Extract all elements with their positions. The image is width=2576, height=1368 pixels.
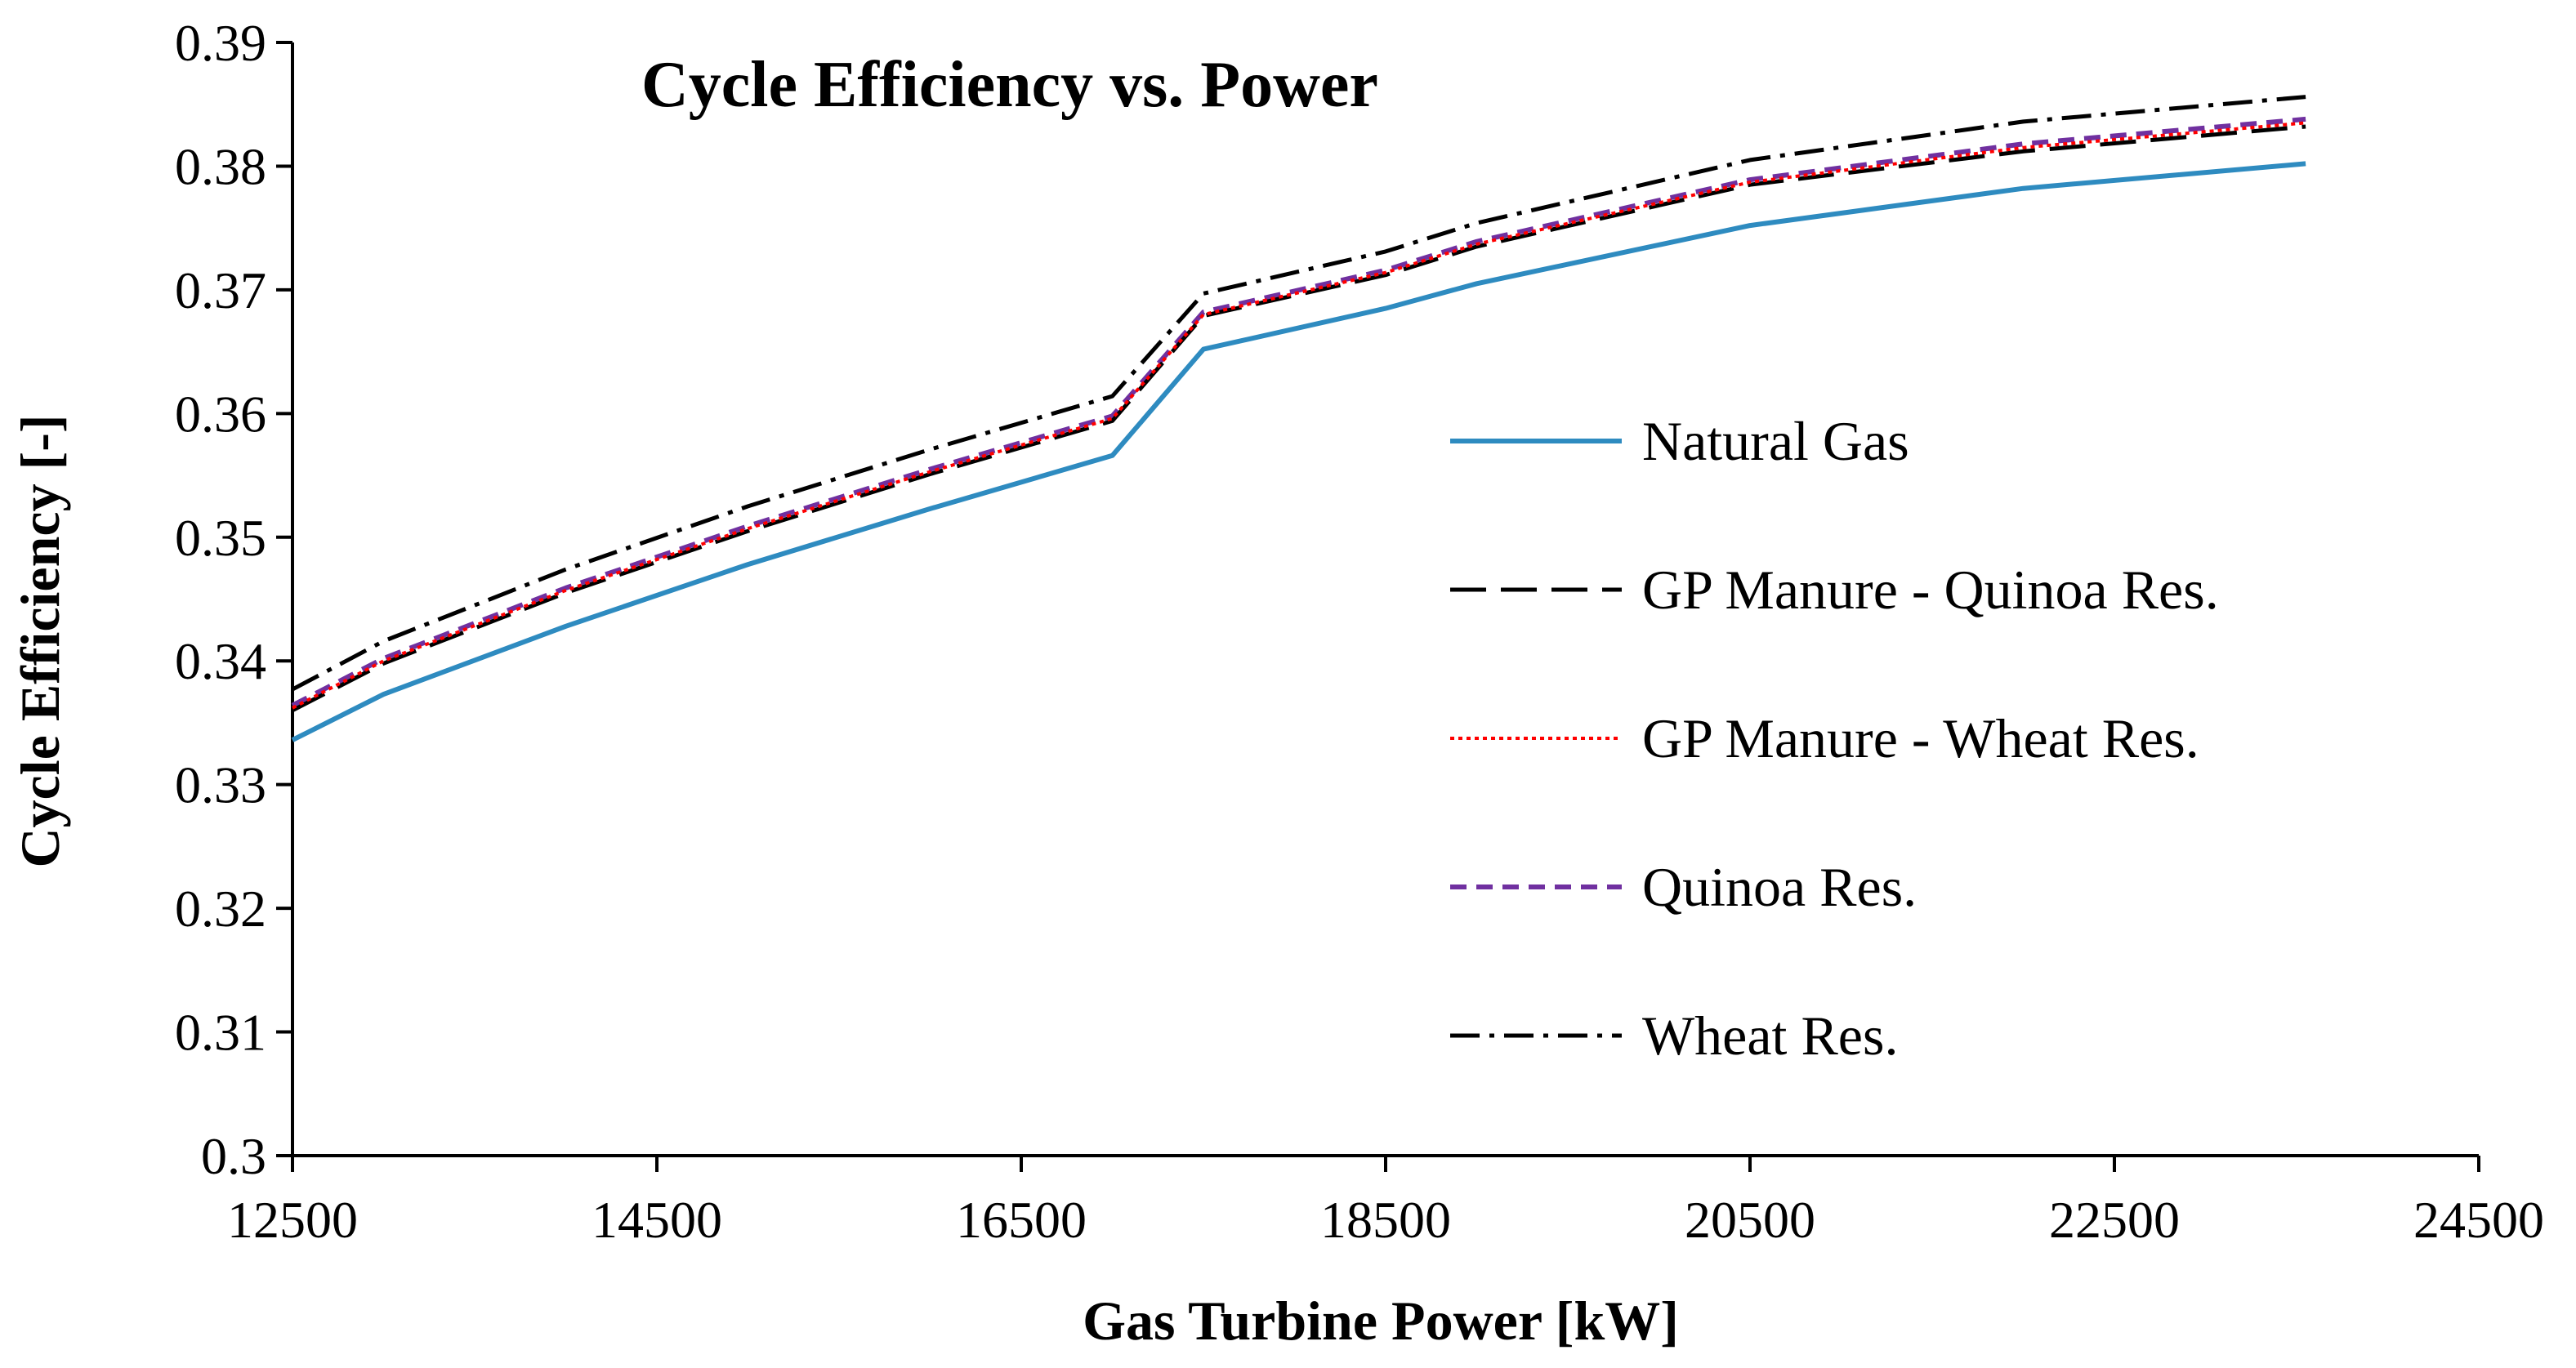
- x-tick-label: 14500: [592, 1191, 722, 1249]
- x-axis-title: Gas Turbine Power [kW]: [1083, 1290, 1679, 1352]
- series-line-quinoa-res: [291, 116, 2306, 708]
- y-tick-label: 0.35: [175, 509, 266, 567]
- legend: Natural Gas GP Manure - Quinoa Res. GP Man…: [1450, 410, 2219, 1067]
- y-tick-label: 0.39: [175, 14, 266, 72]
- legend-label-gp-manure-quinoa-res: GP Manure - Quinoa Res.: [1642, 559, 2219, 621]
- chart-title: Cycle Efficiency vs. Power: [641, 49, 1378, 121]
- legend-label-wheat-res: Wheat Res.: [1642, 1005, 1898, 1067]
- series-line-gp-manure-quinoa-res: [291, 124, 2306, 713]
- y-tick-label: 0.32: [175, 880, 266, 938]
- series-line-natural-gas: [291, 161, 2306, 742]
- x-tick-label: 22500: [2049, 1191, 2180, 1249]
- x-tick-label: 20500: [1685, 1191, 1815, 1249]
- x-tick-label: 18500: [1320, 1191, 1451, 1249]
- y-axis-title: Cycle Efficiency [-]: [9, 414, 71, 867]
- y-tick-label: 0.33: [175, 756, 266, 814]
- legend-label-natural-gas: Natural Gas: [1642, 410, 1909, 472]
- y-tick-label: 0.34: [175, 632, 266, 690]
- x-tick-label: 24500: [2413, 1191, 2544, 1249]
- y-tick-label: 0.37: [175, 261, 266, 319]
- y-tick-label: 0.3: [201, 1127, 266, 1185]
- legend-label-quinoa-res: Quinoa Res.: [1642, 856, 1917, 918]
- x-tick-label: 12500: [227, 1191, 358, 1249]
- series-line-gp-manure-wheat-res: [292, 121, 2306, 710]
- tick-marks: 0.3 0.31 0.32 0.33 0.34 0.35 0.36 0.37 0.38 0.39 1…: [175, 14, 2544, 1249]
- legend-label-gp-manure-wheat-res: GP Manure - Wheat Res.: [1642, 707, 2199, 769]
- x-tick-label: 16500: [956, 1191, 1087, 1249]
- series-line-wheat-res: [291, 95, 2306, 692]
- y-tick-label: 0.38: [175, 137, 266, 195]
- y-tick-label: 0.31: [175, 1004, 266, 1062]
- series-lines: [291, 95, 2306, 742]
- y-tick-label: 0.36: [175, 385, 266, 443]
